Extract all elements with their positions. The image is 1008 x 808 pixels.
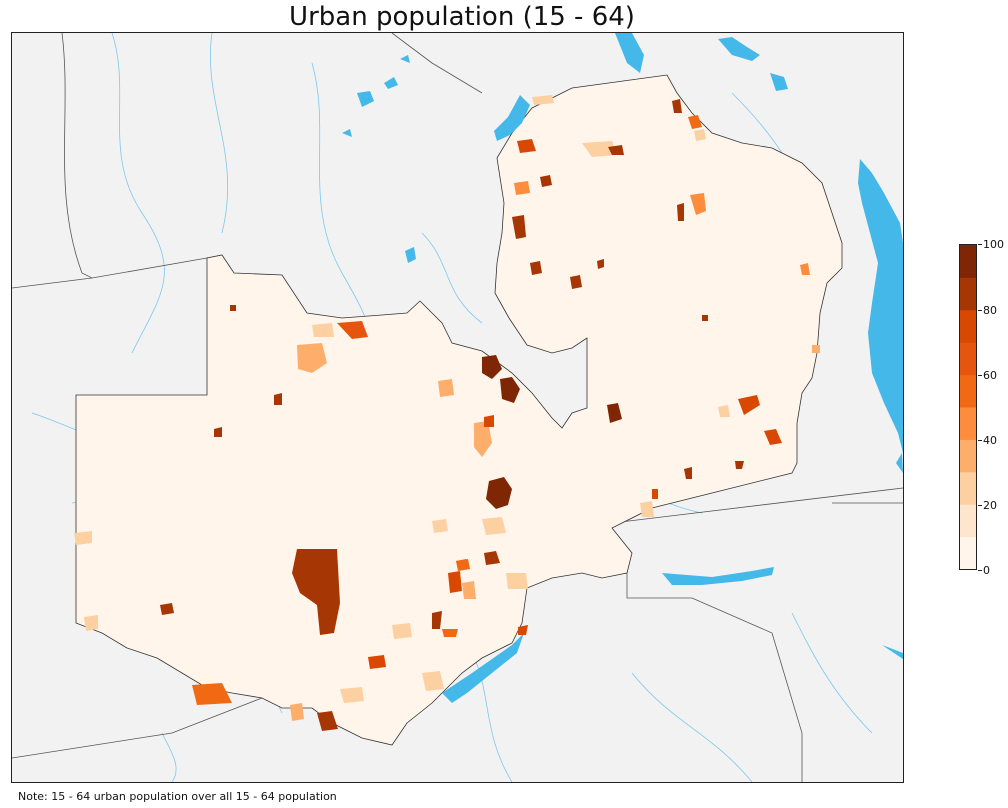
map-note: Note: 15 - 64 urban population over all … — [18, 790, 337, 803]
colorbar-bin — [960, 471, 976, 505]
colorbar-bin — [960, 309, 976, 343]
map-canvas — [12, 33, 903, 782]
colorbar-bin — [960, 439, 976, 473]
colorbar-bin — [960, 374, 976, 408]
colorbar-tick-label: 0 — [983, 564, 990, 577]
district-patches — [74, 95, 820, 731]
colorbar-gradient — [960, 245, 976, 569]
colorbar-bin — [960, 245, 976, 278]
colorbar-tick-label: 40 — [983, 434, 997, 447]
colorbar-bin — [960, 536, 976, 569]
colorbar-bin — [960, 504, 976, 538]
colorbar-tick-label: 20 — [983, 499, 997, 512]
colorbar-bin — [960, 342, 976, 376]
colorbar-bin — [960, 407, 976, 440]
colorbar-tick-label: 60 — [983, 369, 997, 382]
colorbar-tick-label: 80 — [983, 304, 997, 317]
water-bodies — [342, 33, 903, 703]
colorbar — [959, 244, 977, 570]
colorbar-tick-label: 100 — [983, 238, 1004, 251]
map-title: Urban population (15 - 64) — [289, 2, 635, 32]
colorbar-bin — [960, 277, 976, 311]
choropleth-map[interactable] — [11, 32, 904, 783]
